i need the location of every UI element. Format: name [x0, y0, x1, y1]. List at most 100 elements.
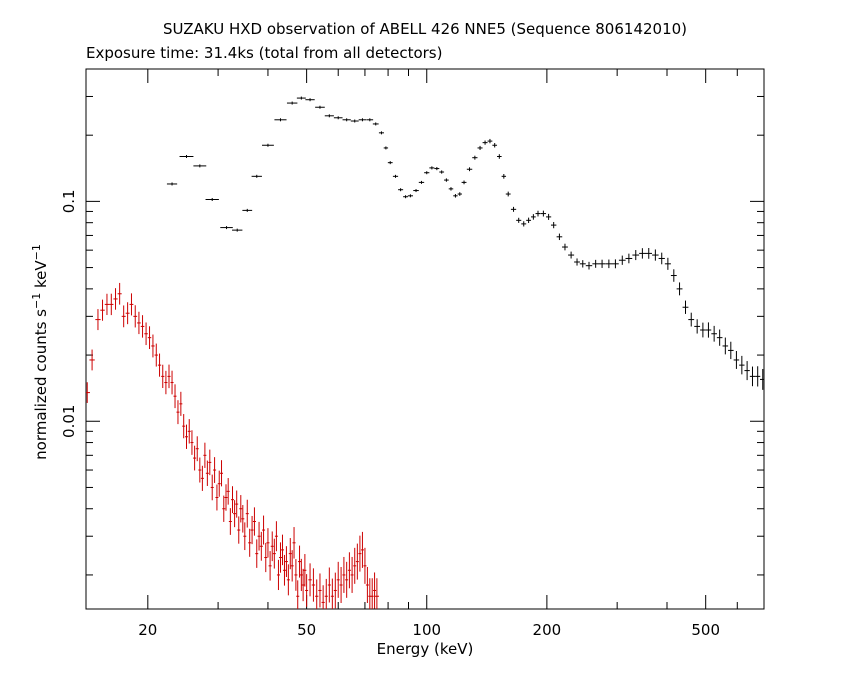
data-point [303, 554, 307, 587]
data-point [324, 114, 334, 118]
data-point [170, 370, 174, 395]
data-point [424, 171, 430, 175]
data-point [598, 259, 606, 268]
data-point [550, 221, 557, 229]
data-point [264, 542, 268, 573]
data-point [749, 366, 756, 387]
data-point [296, 580, 300, 609]
data-point [368, 578, 372, 609]
data-point [350, 556, 354, 593]
x-tick-label: 20 [138, 621, 157, 639]
data-point [350, 119, 359, 123]
data-point [266, 528, 270, 558]
data-point [444, 178, 449, 182]
data-point [676, 282, 683, 296]
data-point [497, 154, 502, 159]
data-point [121, 305, 126, 328]
data-point [252, 507, 256, 536]
data-point [521, 221, 527, 227]
data-point [501, 173, 507, 179]
data-point [358, 118, 367, 122]
data-point [682, 300, 689, 314]
data-point [290, 550, 294, 582]
data-point [157, 353, 162, 377]
data-point [652, 249, 659, 261]
data-point [358, 535, 362, 572]
x-tick-label: 100 [412, 621, 441, 639]
data-point [418, 180, 425, 184]
data-point [245, 499, 249, 528]
data-point [86, 382, 90, 403]
data-point [237, 516, 241, 544]
data-point [308, 563, 312, 597]
y-axis-label-text: normalized counts s [32, 309, 50, 460]
data-point [568, 251, 575, 259]
data-point [268, 551, 272, 581]
data-point [546, 213, 552, 220]
data-point [605, 259, 613, 269]
data-point [540, 210, 547, 217]
y-tick-label: 0.01 [60, 405, 78, 438]
data-point [324, 578, 328, 609]
data-point [144, 322, 148, 346]
data-point [203, 442, 207, 468]
data-point [292, 527, 296, 559]
data-point [318, 573, 322, 608]
data-point [187, 419, 191, 444]
data-point [129, 293, 134, 316]
data-point [198, 457, 202, 483]
data-point [482, 140, 488, 145]
data-point [339, 567, 343, 604]
data-point [370, 578, 374, 609]
x-tick-label: 200 [533, 621, 562, 639]
y-axis-label-unit: keV [32, 260, 50, 293]
data-point [739, 355, 745, 375]
data-point [193, 164, 207, 168]
data-point [228, 508, 232, 535]
data-point [336, 561, 340, 598]
data-point [457, 192, 462, 196]
data-point [360, 531, 364, 568]
data-point [705, 322, 712, 338]
data-point [330, 578, 334, 609]
data-point [241, 505, 245, 533]
data-point [220, 226, 233, 230]
data-point [526, 217, 532, 224]
data-point [193, 445, 197, 471]
data-point [301, 568, 305, 602]
data-point [232, 228, 243, 232]
data-point [510, 206, 517, 212]
data-point [288, 538, 292, 570]
data-point [728, 341, 734, 360]
data-point [113, 288, 118, 310]
data-point [190, 430, 194, 455]
data-point [251, 174, 262, 178]
data-point [235, 490, 239, 518]
data-point [205, 197, 219, 201]
data-point [372, 122, 379, 126]
data-point [296, 96, 306, 100]
data-point [363, 547, 367, 584]
data-point [383, 146, 389, 150]
data-point [315, 579, 319, 609]
data-point [579, 260, 586, 268]
data-point [195, 436, 199, 462]
data-point [374, 578, 379, 609]
data-point [215, 484, 219, 511]
data-point [612, 259, 619, 269]
data-point [151, 334, 155, 358]
data-point [472, 155, 478, 160]
data-point [365, 567, 369, 604]
data-point [429, 166, 435, 170]
data-point [154, 343, 158, 367]
data-point [744, 361, 750, 381]
data-point [733, 351, 740, 369]
data-point [284, 546, 288, 578]
data-point [208, 449, 212, 476]
data-point [270, 531, 274, 562]
data-point [226, 478, 230, 505]
data-point [250, 515, 254, 545]
data-point [140, 315, 145, 338]
data-point [205, 460, 209, 486]
data-point [311, 568, 316, 602]
